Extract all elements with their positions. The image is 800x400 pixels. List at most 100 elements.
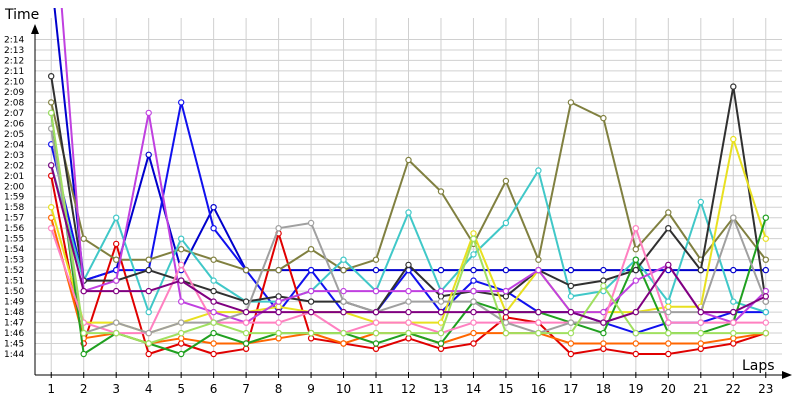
x-tick-label: 2 [80, 382, 88, 396]
data-point [145, 287, 152, 295]
data-point [112, 214, 120, 221]
data-point [567, 282, 575, 290]
data-point [567, 329, 575, 337]
data-point [372, 287, 380, 295]
data-point [600, 114, 607, 122]
data-point [372, 329, 380, 337]
data-point [665, 350, 672, 358]
data-point [697, 319, 705, 326]
data-point [405, 287, 412, 295]
data-point [697, 329, 705, 337]
data-point [762, 308, 770, 316]
data-point [275, 298, 282, 305]
x-tick-label: 17 [563, 382, 578, 396]
data-point [437, 345, 445, 352]
data-point [567, 340, 575, 347]
data-point [437, 340, 445, 347]
data-point [632, 340, 640, 347]
data-point [80, 350, 87, 358]
x-tick-label: 5 [177, 382, 185, 396]
series-14 [48, 162, 770, 326]
data-point [665, 308, 672, 316]
data-point [665, 329, 672, 337]
data-point [697, 340, 705, 347]
data-point [470, 308, 477, 316]
data-point [437, 329, 445, 337]
x-tick-label: 23 [758, 382, 773, 396]
data-point [307, 335, 315, 342]
x-axis-arrow [782, 371, 792, 379]
x-tick-label: 14 [466, 382, 481, 396]
data-point [210, 224, 217, 232]
data-point [275, 224, 282, 232]
data-point [48, 72, 55, 80]
data-point [177, 335, 185, 342]
data-point [437, 293, 445, 300]
data-point [535, 308, 542, 316]
data-point [177, 319, 185, 326]
data-point [372, 319, 380, 326]
data-point [340, 287, 347, 295]
data-point [210, 319, 217, 326]
y-tick-label: 2:02 [4, 161, 24, 171]
data-point [470, 287, 477, 295]
data-point [730, 135, 737, 143]
y-tick-label: 2:09 [4, 88, 24, 98]
data-point [437, 298, 445, 305]
data-point [145, 308, 152, 316]
data-point [275, 335, 282, 342]
data-point [372, 256, 380, 263]
data-point [730, 266, 737, 274]
series-5 [48, 99, 770, 274]
data-point [210, 203, 217, 211]
data-point [210, 298, 217, 305]
y-tick-label: 2:13 [4, 46, 24, 56]
x-tick-label: 8 [275, 382, 283, 396]
data-point [600, 277, 607, 284]
data-point [242, 308, 250, 316]
data-point [697, 308, 705, 316]
data-point [567, 308, 575, 316]
data-point [145, 266, 152, 274]
y-tick-label: 2:08 [4, 98, 24, 108]
data-point [242, 345, 250, 352]
data-point [762, 329, 770, 337]
data-point [502, 266, 510, 274]
data-point [665, 303, 672, 310]
data-point [340, 256, 347, 263]
y-tick-label: 2:14 [4, 35, 24, 45]
data-point [470, 319, 477, 326]
y-tick-label: 2:01 [4, 172, 24, 182]
data-point [405, 156, 412, 164]
data-point [275, 266, 282, 274]
data-point [307, 308, 315, 316]
data-point [535, 266, 542, 274]
data-point [307, 287, 315, 295]
data-point [340, 308, 347, 316]
data-point [405, 261, 412, 269]
y-tick-label: 1:56 [4, 224, 24, 234]
data-point [372, 340, 380, 347]
data-point [502, 308, 510, 316]
x-tick-label: 4 [145, 382, 153, 396]
y-tick-label: 1:57 [4, 214, 24, 224]
data-point [210, 350, 217, 358]
data-point [340, 298, 347, 305]
data-point [730, 340, 737, 347]
data-point [210, 308, 217, 316]
data-point [730, 329, 737, 337]
data-point [567, 319, 575, 326]
data-point [665, 340, 672, 347]
data-point [470, 298, 477, 305]
data-point [502, 314, 510, 321]
x-tick-label: 19 [628, 382, 643, 396]
data-point [405, 308, 412, 316]
data-point [307, 298, 315, 305]
data-point [48, 203, 55, 211]
data-point [242, 266, 250, 274]
data-point [665, 319, 672, 326]
data-point [697, 266, 705, 274]
data-point [405, 335, 412, 342]
data-point [340, 266, 347, 274]
